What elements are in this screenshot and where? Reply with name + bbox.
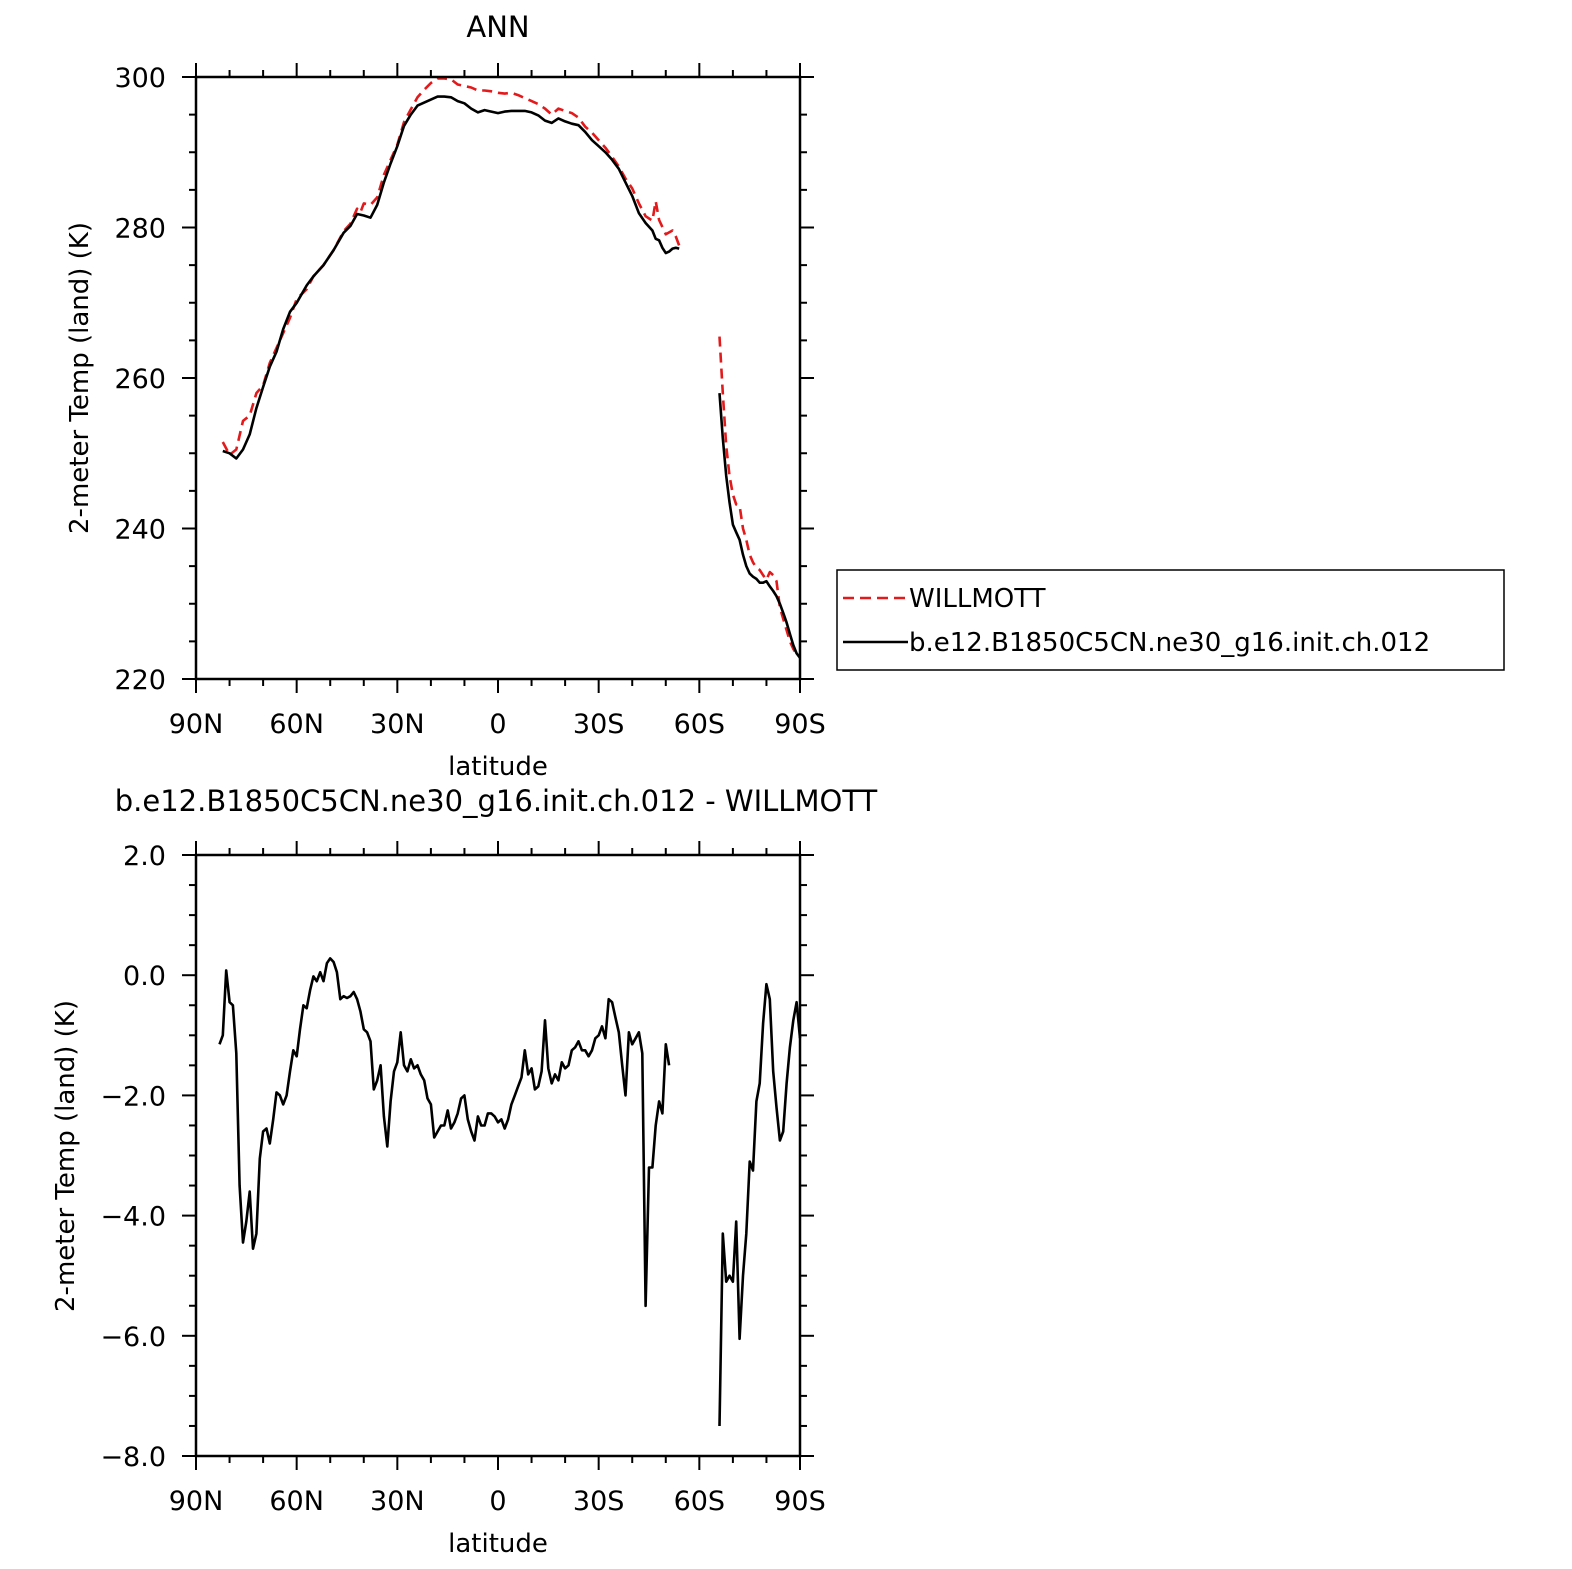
x-tick-label: 60S bbox=[674, 709, 726, 740]
y-tick-label: 2.0 bbox=[123, 841, 166, 872]
plot-frame bbox=[194, 853, 802, 1458]
plot-series-layer bbox=[221, 77, 802, 659]
x-tick-label: 90N bbox=[169, 709, 224, 740]
chart-title: b.e12.B1850C5CN.ne30_g16.init.ch.012 - W… bbox=[115, 784, 878, 818]
y-tick-label: −4.0 bbox=[100, 1202, 166, 1233]
y-tick-label: −6.0 bbox=[100, 1322, 166, 1353]
y-tick-label: 240 bbox=[114, 515, 166, 546]
x-tick-label: 90S bbox=[774, 1486, 826, 1517]
panel-difference: b.e12.B1850C5CN.ne30_g16.init.ch.012 - W… bbox=[51, 784, 878, 1559]
y-tick-label: −2.0 bbox=[100, 1081, 166, 1112]
x-tick-labels: 90N 60N 30N 0 30S 60S 90S bbox=[169, 1486, 826, 1517]
y-tick-label: 300 bbox=[114, 63, 166, 94]
plot-series-layer bbox=[218, 957, 802, 1427]
chart-title: ANN bbox=[466, 10, 529, 44]
axis-ticks bbox=[182, 63, 814, 693]
legend: WILLMOTT b.e12.B1850C5CN.ne30_g16.init.c… bbox=[836, 569, 1505, 671]
x-tick-label: 30S bbox=[573, 709, 625, 740]
series-line-willmott-seg0 bbox=[221, 77, 681, 457]
y-tick-label: 280 bbox=[114, 214, 166, 245]
x-tick-label: 60S bbox=[674, 1486, 726, 1517]
legend-label-willmott: WILLMOTT bbox=[909, 584, 1046, 614]
x-tick-label: 60N bbox=[269, 709, 324, 740]
x-axis-label: latitude bbox=[448, 1529, 548, 1559]
y-tick-label: 0.0 bbox=[123, 961, 166, 992]
panel-annual-temperature: ANN 90N 60N 30N 0 30S 60S 90S 220240260280300 … bbox=[65, 10, 1505, 782]
y-tick-labels: 2.0 0.0 −2.0 −4.0 −6.0 −8.0 bbox=[100, 841, 166, 1473]
legend-label-model: b.e12.B1850C5CN.ne30_g16.init.ch.012 bbox=[909, 628, 1430, 658]
series-line-model-seg1 bbox=[718, 393, 802, 659]
axis-ticks bbox=[182, 841, 814, 1470]
y-tick-label: 220 bbox=[114, 665, 166, 696]
x-tick-label: 60N bbox=[269, 1486, 324, 1517]
y-tick-label: 260 bbox=[114, 364, 166, 395]
x-tick-label: 90S bbox=[774, 709, 826, 740]
y-axis-label: 2-meter Temp (land) (K) bbox=[65, 222, 95, 534]
series-line-willmott-seg1 bbox=[718, 336, 801, 658]
x-tick-labels: 90N 60N 30N 0 30S 60S 90S bbox=[169, 709, 826, 740]
y-tick-labels: 220 240 260 280 300 bbox=[114, 63, 166, 696]
x-tick-label: 0 bbox=[489, 709, 506, 740]
x-tick-label: 30S bbox=[573, 1486, 625, 1517]
x-axis-label: latitude bbox=[448, 752, 548, 782]
plot-frame bbox=[194, 75, 802, 681]
x-tick-label: 0 bbox=[489, 1486, 506, 1517]
series-line-difference-seg1 bbox=[718, 982, 802, 1427]
y-axis-label: 2-meter Temp (land) (K) bbox=[51, 1000, 81, 1312]
series-line-model-seg0 bbox=[222, 95, 680, 460]
y-tick-label: −8.0 bbox=[100, 1442, 166, 1473]
x-tick-label: 30N bbox=[370, 709, 425, 740]
series-line-difference-seg0 bbox=[218, 957, 671, 1308]
legend-box bbox=[836, 569, 1505, 671]
x-tick-label: 90N bbox=[169, 1486, 224, 1517]
x-tick-label: 30N bbox=[370, 1486, 425, 1517]
